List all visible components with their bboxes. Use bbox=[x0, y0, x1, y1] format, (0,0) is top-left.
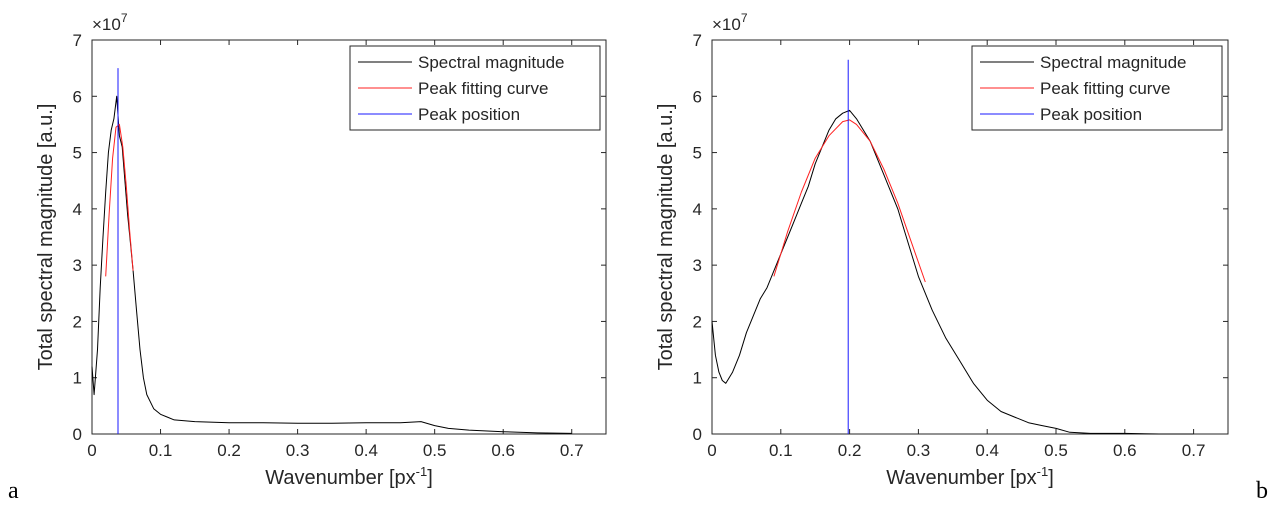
y-tick-label: 2 bbox=[73, 312, 82, 331]
legend-label: Peak fitting curve bbox=[418, 79, 548, 98]
x-tick-label: 0.4 bbox=[354, 441, 378, 460]
y-tick-label: 6 bbox=[73, 87, 82, 106]
legend-label: Peak fitting curve bbox=[1040, 79, 1170, 98]
x-tick-label: 0.5 bbox=[1044, 441, 1068, 460]
x-tick-label: 0.6 bbox=[1113, 441, 1137, 460]
y-tick-label: 0 bbox=[693, 425, 702, 444]
series-line-1 bbox=[91, 95, 572, 434]
x-tick-label: 0.2 bbox=[838, 441, 862, 460]
y-tick-label: 0 bbox=[73, 425, 82, 444]
legend-label: Peak position bbox=[418, 105, 520, 124]
x-tick-label: 0.1 bbox=[769, 441, 793, 460]
y-axis-label: Total spectral magnitude [a.u.] bbox=[35, 104, 57, 371]
y-tick-label: 7 bbox=[693, 31, 702, 50]
chart-panel-a: 0 0.1 0.2 0.3 0.4 0.5 0.6 0.7 0 1 2 3 4 5 6 7 ×107 Wavenu… bbox=[35, 11, 607, 489]
y-exponent-label: ×107 bbox=[92, 11, 128, 34]
series-line-1 bbox=[711, 109, 1194, 435]
y-tick-label: 6 bbox=[693, 87, 702, 106]
legend-label: Peak position bbox=[1040, 105, 1142, 124]
y-tick-label: 1 bbox=[693, 369, 702, 388]
x-axis-label: Wavenumber [px-1] bbox=[886, 464, 1054, 489]
x-tick-label: 0.7 bbox=[1182, 441, 1206, 460]
x-tick-label: 0.3 bbox=[286, 441, 310, 460]
legend-label: Spectral magnitude bbox=[418, 53, 564, 72]
x-tick-label: 0.4 bbox=[975, 441, 999, 460]
legend-label: Spectral magnitude bbox=[1040, 53, 1186, 72]
x-tick-label: 0 bbox=[707, 441, 716, 460]
x-tick-label: 0.1 bbox=[149, 441, 173, 460]
x-tick-label: 0.7 bbox=[560, 441, 584, 460]
x-tick-label: 0.2 bbox=[217, 441, 241, 460]
y-tick-label: 4 bbox=[73, 200, 82, 219]
y-tick-label: 2 bbox=[693, 312, 702, 331]
series-line-2 bbox=[105, 123, 134, 277]
y-tick-label: 4 bbox=[693, 200, 702, 219]
x-axis-label: Wavenumber [px-1] bbox=[265, 464, 433, 489]
y-tick-label: 7 bbox=[73, 31, 82, 50]
x-tick-label: 0.6 bbox=[491, 441, 515, 460]
series-line-2 bbox=[773, 119, 926, 283]
panel-letter-b: b bbox=[1256, 478, 1268, 504]
y-tick-label: 1 bbox=[73, 369, 82, 388]
x-tick-label: 0.3 bbox=[907, 441, 931, 460]
y-exponent-label: ×107 bbox=[712, 11, 748, 34]
y-tick-label: 3 bbox=[693, 256, 702, 275]
y-tick-label: 5 bbox=[693, 144, 702, 163]
x-tick-label: 0.5 bbox=[423, 441, 447, 460]
chart-panel-b: 0 0.1 0.2 0.3 0.4 0.5 0.6 0.7 0 1 2 3 4 5 6 7 ×107 Wavenu… bbox=[655, 11, 1229, 489]
y-axis-label: Total spectral magnitude [a.u.] bbox=[655, 104, 677, 371]
y-tick-label: 3 bbox=[73, 256, 82, 275]
y-tick-label: 5 bbox=[73, 144, 82, 163]
panel-letter-a: a bbox=[8, 478, 19, 504]
x-tick-label: 0 bbox=[87, 441, 96, 460]
